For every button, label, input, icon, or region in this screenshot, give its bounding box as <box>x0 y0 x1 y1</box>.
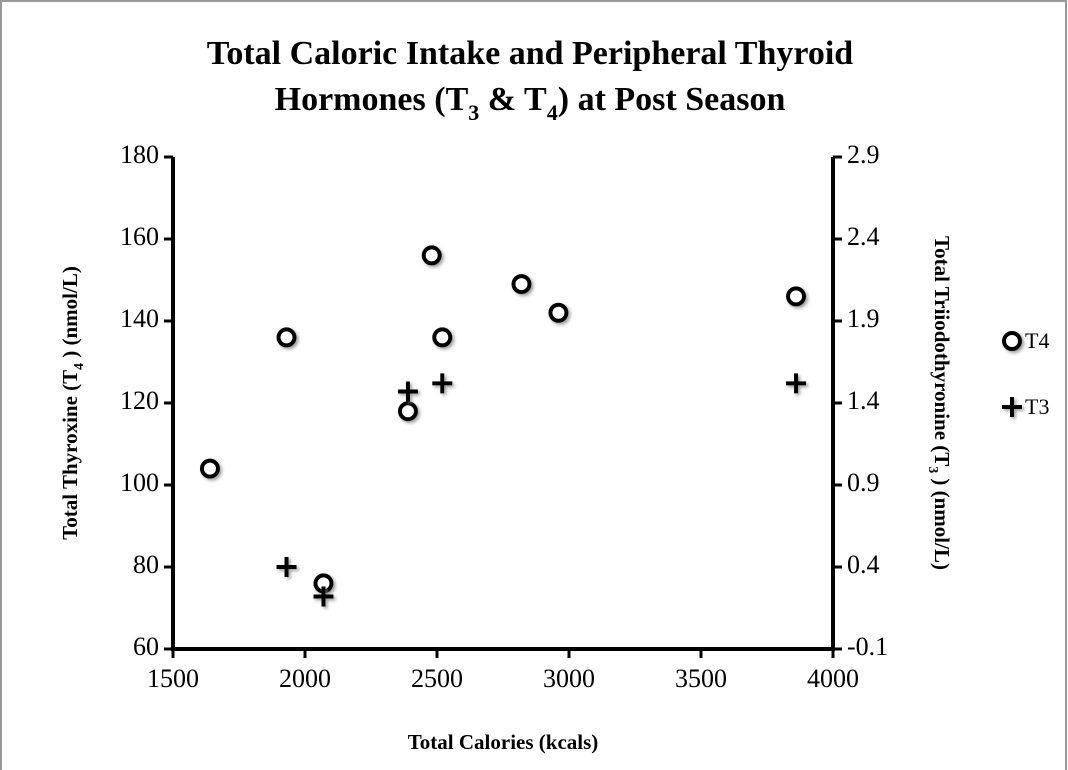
x-tick-label: 1500 <box>147 664 199 693</box>
y-tick-label: 60 <box>133 632 159 661</box>
data-point <box>786 286 807 307</box>
y2-tick-label: 1.4 <box>847 386 880 415</box>
legend-label: T4 <box>1025 328 1049 353</box>
data-point <box>276 557 297 577</box>
y-axis-label: Total Thyroxine (T4 ) (nmol/L) <box>58 266 86 540</box>
y2-tick-label: 2.9 <box>847 140 880 169</box>
data-point <box>548 302 569 323</box>
chart-title: Total Caloric Intake and Peripheral Thyr… <box>207 35 853 72</box>
data-point <box>397 401 418 422</box>
y2-tick-label: 2.4 <box>847 222 880 251</box>
x-tick-label: 3500 <box>675 664 727 693</box>
data-point <box>786 373 807 394</box>
x-tick-label: 3000 <box>543 664 595 693</box>
data-point <box>397 381 418 402</box>
data-point <box>199 458 220 479</box>
y-tick-label: 140 <box>120 304 159 333</box>
chart-title: Hormones (T3 & T4) at Post Season <box>275 81 786 125</box>
x-tick-label: 2500 <box>411 664 463 693</box>
data-point <box>432 327 453 348</box>
data-point <box>511 274 532 295</box>
y2-tick-label: -0.1 <box>847 632 888 661</box>
y-tick-label: 100 <box>120 468 159 497</box>
x-axis-label: Total Calories (kcals) <box>408 730 599 754</box>
x-tick-label: 4000 <box>807 664 859 693</box>
legend-label: T3 <box>1025 394 1049 419</box>
y-tick-label: 120 <box>120 386 159 415</box>
data-point <box>313 586 334 607</box>
data-point <box>432 373 453 394</box>
y-tick-label: 160 <box>120 222 159 251</box>
y-tick-label: 180 <box>120 140 159 169</box>
y2-tick-label: 0.4 <box>847 550 880 579</box>
legend-marker <box>1002 397 1022 417</box>
legend-marker <box>1002 331 1022 351</box>
y-tick-label: 80 <box>133 550 159 579</box>
data-point <box>421 245 442 266</box>
y2-axis-label: Total Triiodothyronine (T3 ) (nmol/L) <box>926 236 954 570</box>
y2-tick-label: 0.9 <box>847 468 880 497</box>
x-tick-label: 2000 <box>279 664 331 693</box>
y2-tick-label: 1.9 <box>847 304 880 333</box>
data-point <box>276 327 297 348</box>
